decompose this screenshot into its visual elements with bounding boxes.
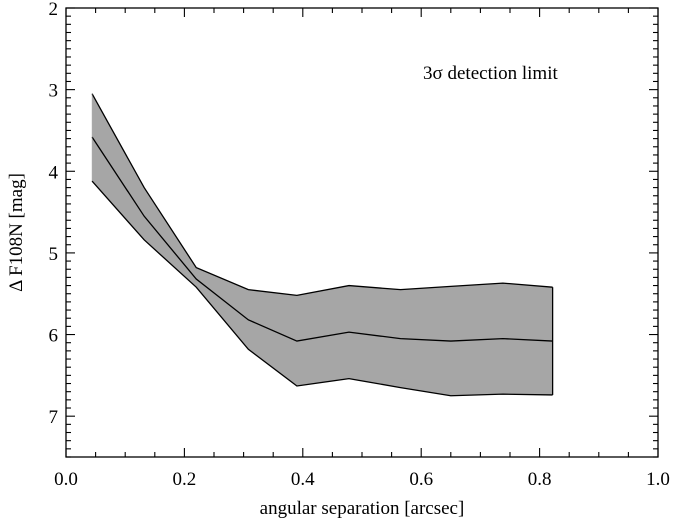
lower-bound-line bbox=[91, 180, 553, 397]
band-layer bbox=[92, 93, 553, 396]
y-tick-label: 5 bbox=[49, 244, 59, 265]
x-tick-label: 0.6 bbox=[409, 469, 433, 490]
x-tick-label: 0.4 bbox=[291, 469, 315, 490]
y-axis-label: Δ F108N [mag] bbox=[6, 173, 27, 292]
upper-bound-line bbox=[91, 93, 553, 297]
y-tick-label: 7 bbox=[49, 407, 59, 428]
y-tick-label: 4 bbox=[49, 162, 59, 183]
line-layer bbox=[91, 93, 554, 397]
y-tick-labels: 2 3 4 5 6 7 bbox=[49, 0, 59, 428]
x-tick-labels: 0.0 0.2 0.4 0.6 0.8 1.0 bbox=[54, 469, 670, 490]
y-tick-label: 2 bbox=[49, 0, 59, 20]
x-axis-label: angular separation [arcsec] bbox=[260, 498, 465, 519]
x-tick-label: 0.2 bbox=[173, 469, 197, 490]
tick-layer bbox=[65, 7, 659, 458]
x-tick-label: 0.8 bbox=[528, 469, 552, 490]
detection-limit-annotation: 3σ detection limit bbox=[423, 63, 558, 84]
x-tick-label: 0.0 bbox=[54, 469, 78, 490]
y-tick-label: 3 bbox=[49, 81, 59, 102]
y-tick-label: 6 bbox=[49, 326, 59, 347]
detection-band bbox=[92, 93, 553, 396]
median-line bbox=[91, 136, 553, 342]
x-tick-label: 1.0 bbox=[646, 469, 670, 490]
